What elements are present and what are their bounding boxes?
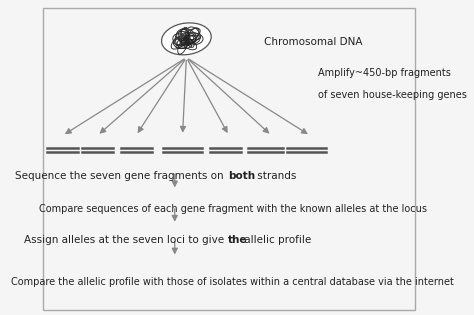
Text: the: the: [228, 235, 247, 245]
Text: of seven house-keeping genes: of seven house-keeping genes: [318, 90, 467, 100]
Text: Amplify~450-bp fragments: Amplify~450-bp fragments: [318, 68, 451, 78]
Text: Assign alleles at the seven loci to give: Assign alleles at the seven loci to give: [24, 235, 227, 245]
Text: both: both: [228, 171, 255, 181]
Text: Sequence the seven gene fragments on: Sequence the seven gene fragments on: [15, 171, 227, 181]
Text: strands: strands: [254, 171, 297, 181]
Text: Compare the allelic profile with those of isolates within a central database via: Compare the allelic profile with those o…: [11, 278, 454, 287]
Text: Chromosomal DNA: Chromosomal DNA: [264, 37, 362, 47]
Ellipse shape: [162, 23, 211, 55]
Text: Compare sequences of each gene fragment with the known alleles at the locus: Compare sequences of each gene fragment …: [39, 204, 427, 214]
Text: allelic profile: allelic profile: [241, 235, 311, 245]
